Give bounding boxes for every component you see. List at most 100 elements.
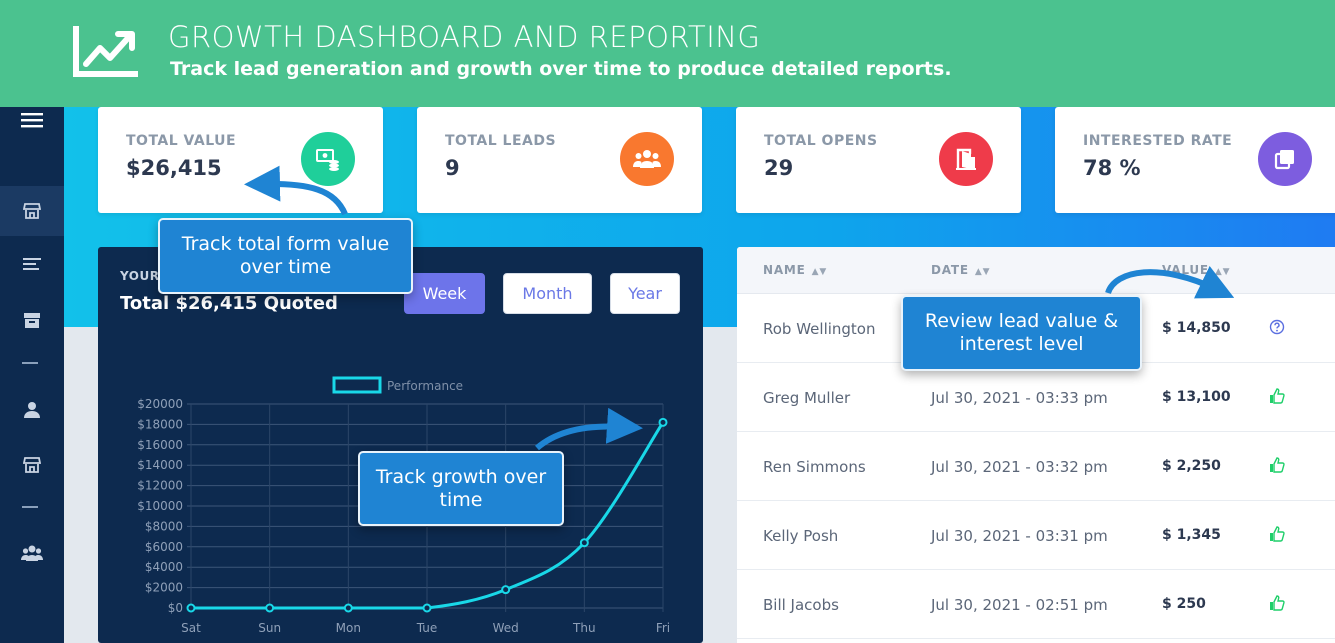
- column-header-name[interactable]: NAME ▲▼: [763, 263, 828, 277]
- data-point: [501, 585, 511, 595]
- sort-icon: ▲▼: [811, 267, 828, 277]
- money-stack-icon: [301, 132, 355, 186]
- y-tick-label: $18000: [137, 417, 183, 431]
- sidebar-item-store[interactable]: [0, 186, 64, 236]
- sidebar-item-list[interactable]: [0, 240, 64, 290]
- lead-value: $ 2,250: [1162, 458, 1221, 474]
- y-tick-label: $0: [168, 601, 183, 615]
- banner-title: GROWTH DASHBOARD AND REPORTING: [168, 20, 761, 54]
- stat-card-total-opens: TOTAL OPENS 29: [736, 107, 1021, 213]
- data-point: [579, 538, 589, 548]
- data-point: [186, 603, 196, 613]
- stat-label: TOTAL LEADS: [445, 133, 557, 149]
- x-tick-label: Mon: [336, 621, 361, 635]
- stat-label: INTERESTED RATE: [1083, 133, 1233, 149]
- legend-swatch: [332, 376, 382, 394]
- stat-value: 78 %: [1083, 156, 1141, 180]
- stat-card-total-value: TOTAL VALUE $26,415: [98, 107, 383, 213]
- lead-name: Ren Simmons: [763, 458, 866, 476]
- stat-card-interested-rate: INTERESTED RATE 78 %: [1055, 107, 1335, 213]
- data-point: [422, 603, 432, 613]
- lead-value: $ 1,345: [1162, 527, 1221, 543]
- y-tick-label: $16000: [137, 438, 183, 452]
- lead-date: Jul 30, 2021 - 03:33 pm: [931, 389, 1108, 407]
- copy-icon: [1258, 132, 1312, 186]
- table-row[interactable]: Rob Wellington $ 14,850: [737, 294, 1335, 363]
- stat-card-total-leads: TOTAL LEADS 9: [417, 107, 702, 213]
- lead-name: Bill Jacobs: [763, 596, 839, 614]
- chart-kicker: YOUR: [120, 269, 160, 283]
- user-icon: [24, 402, 40, 418]
- x-tick-label: Sat: [181, 621, 201, 635]
- users-icon: [21, 545, 43, 561]
- x-tick-label: Fri: [656, 621, 670, 635]
- lead-name: Greg Muller: [763, 389, 851, 407]
- callout-lead-value: Review lead value & interest level: [901, 295, 1142, 371]
- x-tick-label: Sun: [258, 621, 281, 635]
- sidebar-item-store-2[interactable]: [0, 440, 64, 490]
- store-icon: [23, 457, 41, 473]
- lead-date: Jul 30, 2021 - 02:51 pm: [931, 596, 1108, 614]
- chart-growth-icon: [73, 26, 138, 77]
- sidebar-divider: [22, 362, 38, 364]
- thumbs-up-icon[interactable]: [1269, 388, 1285, 404]
- range-week-button[interactable]: Week: [404, 273, 485, 314]
- stat-label: TOTAL OPENS: [764, 133, 878, 149]
- y-tick-label: $14000: [137, 458, 183, 472]
- lead-value: $ 250: [1162, 596, 1206, 612]
- table-row[interactable]: Bill Jacobs Jul 30, 2021 - 02:51 pm $ 25…: [737, 570, 1335, 639]
- column-header-date[interactable]: DATE ▲▼: [931, 263, 991, 277]
- users-icon: [620, 132, 674, 186]
- sidebar-divider: [22, 506, 38, 508]
- door-open-icon: [939, 132, 993, 186]
- archive-icon: [24, 313, 40, 328]
- y-tick-label: $6000: [145, 540, 183, 554]
- thumbs-up-icon[interactable]: [1269, 457, 1285, 473]
- y-tick-label: $2000: [145, 581, 183, 595]
- callout-total-value: Track total form value over time: [158, 218, 413, 294]
- thumbs-up-icon[interactable]: [1269, 595, 1285, 611]
- sidebar-item-user[interactable]: [0, 385, 64, 435]
- y-tick-label: $12000: [137, 479, 183, 493]
- table-row[interactable]: Ren Simmons Jul 30, 2021 - 03:32 pm $ 2,…: [737, 432, 1335, 501]
- thumbs-up-icon[interactable]: [1269, 526, 1285, 542]
- stat-value: $26,415: [126, 156, 222, 180]
- lead-name: Rob Wellington: [763, 320, 876, 338]
- data-point: [343, 603, 353, 613]
- performance-line-chart: $0 $2000 $4000 $6000 $8000 $10000 $12000 $14000…: [137, 376, 670, 635]
- question-icon[interactable]: [1269, 319, 1285, 335]
- range-year-button[interactable]: Year: [610, 273, 680, 314]
- chart-heading: Total $26,415 Quoted: [120, 293, 338, 314]
- y-tick-label: $10000: [137, 499, 183, 513]
- sidebar: [0, 107, 64, 643]
- sort-icon: ▲▼: [974, 267, 991, 277]
- column-header-value[interactable]: VALUE ▲▼: [1162, 263, 1231, 277]
- menu-icon[interactable]: [0, 95, 64, 145]
- promo-banner: GROWTH DASHBOARD AND REPORTING Track lea…: [0, 0, 1335, 107]
- table-header: NAME ▲▼ DATE ▲▼ VALUE ▲▼: [737, 247, 1335, 294]
- x-tick-label: Wed: [493, 621, 519, 635]
- data-point: [658, 417, 668, 427]
- table-row[interactable]: Kelly Posh Jul 30, 2021 - 03:31 pm $ 1,3…: [737, 501, 1335, 570]
- stat-value: 29: [764, 156, 794, 180]
- lead-value: $ 13,100: [1162, 389, 1231, 405]
- sidebar-item-archive[interactable]: [0, 295, 64, 345]
- list-icon: [23, 258, 41, 270]
- x-tick-label: Thu: [572, 621, 596, 635]
- lead-name: Kelly Posh: [763, 527, 839, 545]
- table-row[interactable]: Greg Muller Jul 30, 2021 - 03:33 pm $ 13…: [737, 363, 1335, 432]
- data-point: [265, 603, 275, 613]
- banner-subtitle: Track lead generation and growth over ti…: [170, 58, 952, 80]
- sort-icon: ▲▼: [1214, 267, 1231, 277]
- stat-label: TOTAL VALUE: [126, 133, 237, 149]
- store-icon: [23, 203, 41, 219]
- y-tick-label: $20000: [137, 397, 183, 411]
- stat-value: 9: [445, 156, 460, 180]
- sidebar-item-users[interactable]: [0, 528, 64, 578]
- callout-growth: Track growth over time: [358, 451, 564, 526]
- range-month-button[interactable]: Month: [503, 273, 592, 314]
- growth-chart-panel: YOUR Total $26,415 Quoted Week Month Yea…: [98, 247, 703, 643]
- lead-value: $ 14,850: [1162, 320, 1231, 336]
- x-tick-label: Tue: [416, 621, 438, 635]
- lead-date: Jul 30, 2021 - 03:32 pm: [931, 458, 1108, 476]
